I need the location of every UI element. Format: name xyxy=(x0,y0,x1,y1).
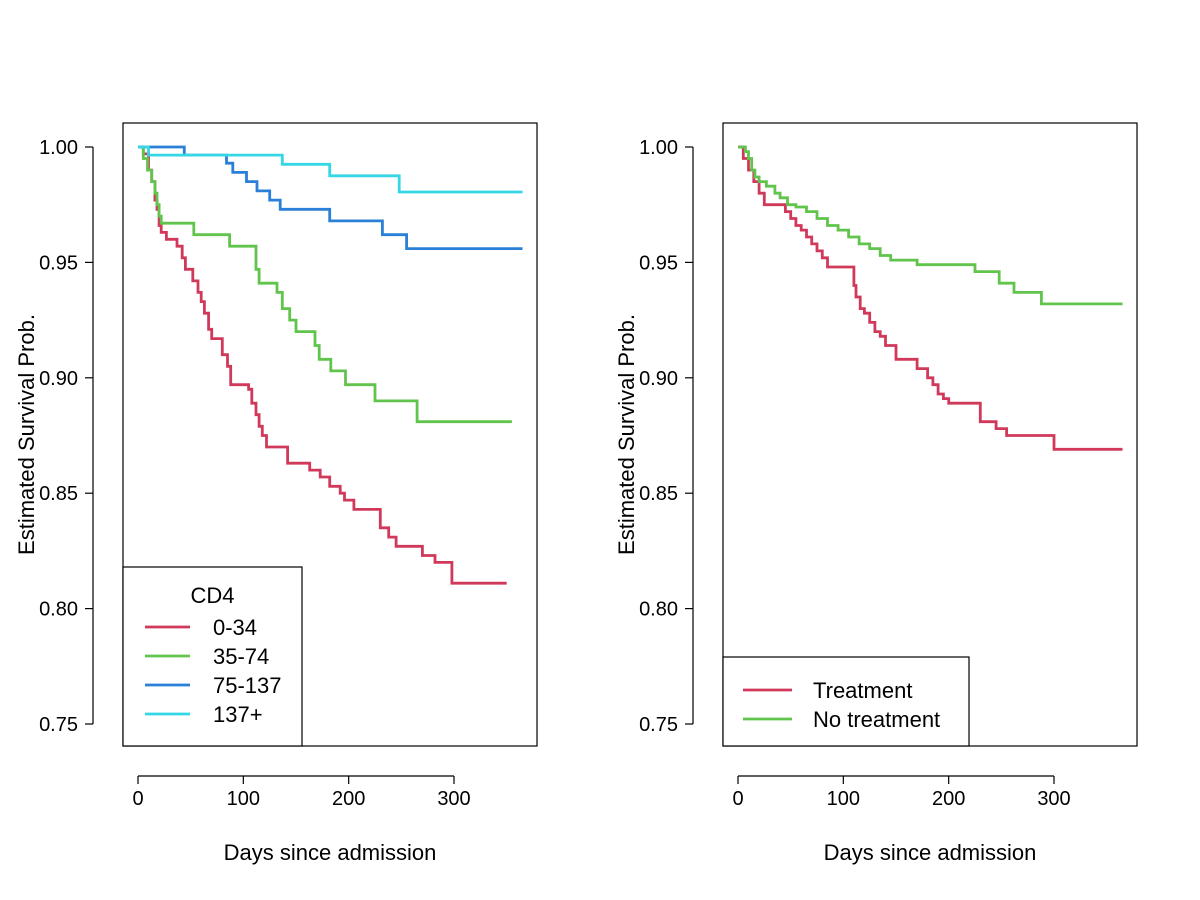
legend: Treatment No treatment xyxy=(722,656,970,747)
series-line-0-34 xyxy=(138,145,507,585)
y-tick-label: 0.75 xyxy=(39,714,78,736)
y-tick-label: 0.95 xyxy=(639,252,678,274)
x-tick-label: 200 xyxy=(332,788,365,810)
y-tick-label: 0.75 xyxy=(639,714,678,736)
x-axis-label: Days since admission xyxy=(824,840,1037,865)
x-tick-label: 100 xyxy=(827,788,860,810)
plot-frame xyxy=(122,122,538,747)
y-tick-label: 0.95 xyxy=(39,252,78,274)
chart-panel-treatment: 0 100 200 300 0.75 0.80 0.85 0.90 0.95 1.00 Days s… xyxy=(614,122,1138,865)
x-tick-label: 300 xyxy=(437,788,470,810)
plot-frame xyxy=(722,122,1138,747)
y-tick-label: 0.80 xyxy=(639,599,678,621)
series-line-treatment xyxy=(738,145,1123,451)
y-tick-label: 1.00 xyxy=(39,137,78,159)
x-tick-label: 300 xyxy=(1037,788,1070,810)
legend-entry: 137+ xyxy=(213,702,263,727)
x-tick-label: 0 xyxy=(132,788,143,810)
y-tick-label: 1.00 xyxy=(639,137,678,159)
legend-entry: Treatment xyxy=(813,678,912,703)
legend-title: CD4 xyxy=(190,583,234,608)
legend: CD4 0-34 35-74 75-137 137+ xyxy=(122,566,303,747)
series-line-75-137 xyxy=(138,145,523,250)
y-tick-label: 0.85 xyxy=(639,483,678,505)
x-tick-label: 0 xyxy=(732,788,743,810)
legend-entry: 0-34 xyxy=(213,615,257,640)
legend-box xyxy=(722,656,970,747)
chart-panel-cd4: 0 100 200 300 0.75 0.80 0.85 0.90 0.95 1.00 Days s… xyxy=(14,122,538,865)
x-axis-label: Days since admission xyxy=(224,840,437,865)
series-line-137- xyxy=(138,145,523,194)
legend-entry: 75-137 xyxy=(213,673,282,698)
x-tick-label: 100 xyxy=(227,788,260,810)
y-axis-label: Estimated Survival Prob. xyxy=(614,314,639,555)
x-tick-label: 200 xyxy=(932,788,965,810)
series-line-no-treatment xyxy=(738,145,1123,306)
y-axis-label: Estimated Survival Prob. xyxy=(14,314,39,555)
y-tick-label: 0.90 xyxy=(639,368,678,390)
y-tick-label: 0.80 xyxy=(39,599,78,621)
y-tick-label: 0.90 xyxy=(39,368,78,390)
legend-entry: No treatment xyxy=(813,707,940,732)
legend-entry: 35-74 xyxy=(213,644,269,669)
y-tick-label: 0.85 xyxy=(39,483,78,505)
series-line-35-74 xyxy=(138,145,512,424)
